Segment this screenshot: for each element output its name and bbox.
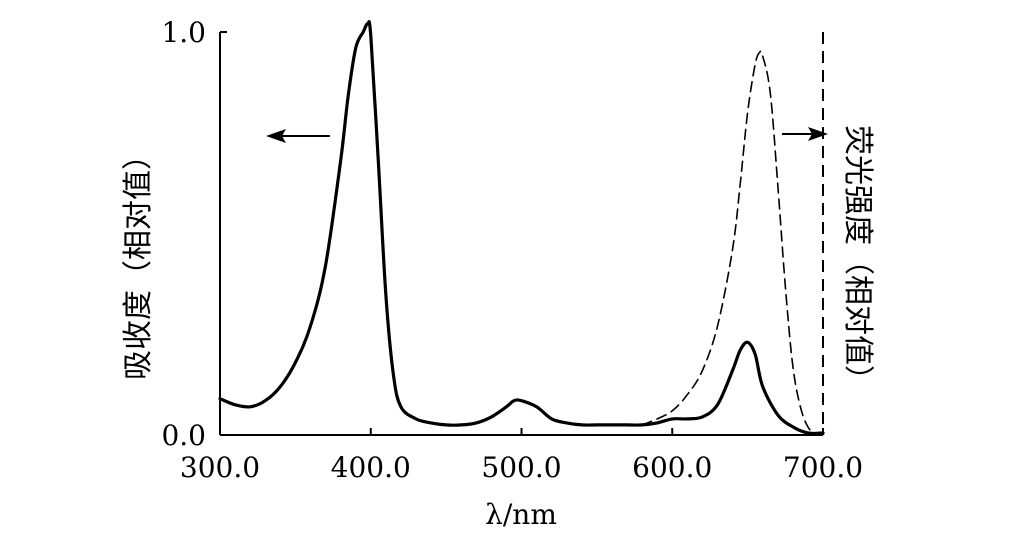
right-axis-title: 荧光强度（相对值） <box>840 125 875 395</box>
left-arrow-annotation <box>266 129 330 143</box>
x-tick-label: 500.0 <box>481 451 561 484</box>
fluorescence-series-line <box>641 50 824 435</box>
right-arrow-head <box>808 127 828 141</box>
x-tick-label: 600.0 <box>632 451 712 484</box>
series-layer <box>218 20 825 436</box>
left-arrow-head <box>266 129 286 143</box>
x-tick-label: 700.0 <box>783 451 863 484</box>
x-tick-label: 400.0 <box>331 451 411 484</box>
x-axis-title: λ/nm <box>485 498 557 531</box>
absorbance-series-line <box>218 20 825 436</box>
y-tick-label: 0.0 <box>161 419 206 452</box>
x-tick-label: 300.0 <box>180 451 260 484</box>
y-tick-label: 1.0 <box>161 16 206 49</box>
y-ticks: 0.0 1.0 <box>161 16 227 452</box>
left-axis-title: 吸收度（相对值） <box>121 140 156 380</box>
right-arrow-annotation <box>782 127 828 141</box>
x-ticks: 300.0 400.0 500.0 600.0 700.0 <box>180 428 863 484</box>
